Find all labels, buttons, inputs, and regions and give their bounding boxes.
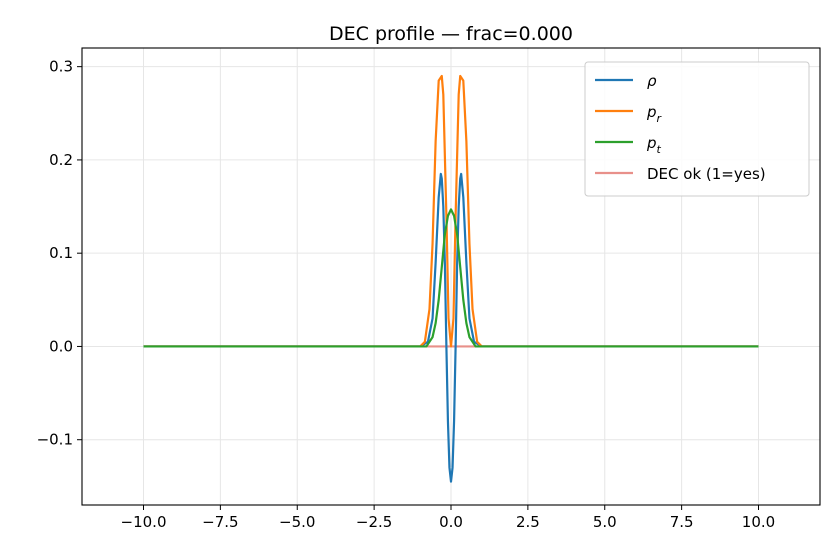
legend-label-main: DEC ok (1=yes) xyxy=(647,165,766,183)
x-tick-label: 2.5 xyxy=(516,513,540,531)
legend-label-main: ρ xyxy=(647,72,657,90)
x-tick-label: 0.0 xyxy=(439,513,463,531)
legend-label: ρ xyxy=(647,72,657,90)
y-tick-label: 0.1 xyxy=(49,244,73,262)
x-tick-label: −2.5 xyxy=(356,513,392,531)
legend-label-main: p xyxy=(646,103,657,121)
x-tick-label: −10.0 xyxy=(121,513,167,531)
x-tick-label: −7.5 xyxy=(202,513,238,531)
legend-box xyxy=(584,61,810,197)
series-line-1 xyxy=(143,172,759,483)
axis-ticks: −10.0 −7.5 −5.0 −2.5 0.0 2.5 5.0 7.5 10.0 −0.1 0.0… xyxy=(37,58,776,531)
legend-label: pr xyxy=(646,103,663,125)
y-tick-label: 0.0 xyxy=(49,337,73,355)
y-tick-label: 0.2 xyxy=(49,151,73,169)
legend-label-subscript: t xyxy=(657,143,662,156)
legend-label: DEC ok (1=yes) xyxy=(647,165,766,183)
legend-label-subscript: r xyxy=(657,112,663,125)
plot-series xyxy=(143,74,759,483)
x-tick-label: −5.0 xyxy=(279,513,315,531)
series-line-2 xyxy=(143,74,759,348)
x-tick-label: 10.0 xyxy=(742,513,775,531)
y-tick-label: −0.1 xyxy=(37,431,73,449)
series-line-3 xyxy=(143,208,759,348)
x-tick-label: 7.5 xyxy=(670,513,694,531)
x-tick-label: 5.0 xyxy=(593,513,617,531)
legend-label: pt xyxy=(646,134,662,156)
y-tick-label: 0.3 xyxy=(49,58,73,76)
chart-title: DEC profile — frac=0.000 xyxy=(329,23,573,45)
legend-label-main: p xyxy=(646,134,657,152)
